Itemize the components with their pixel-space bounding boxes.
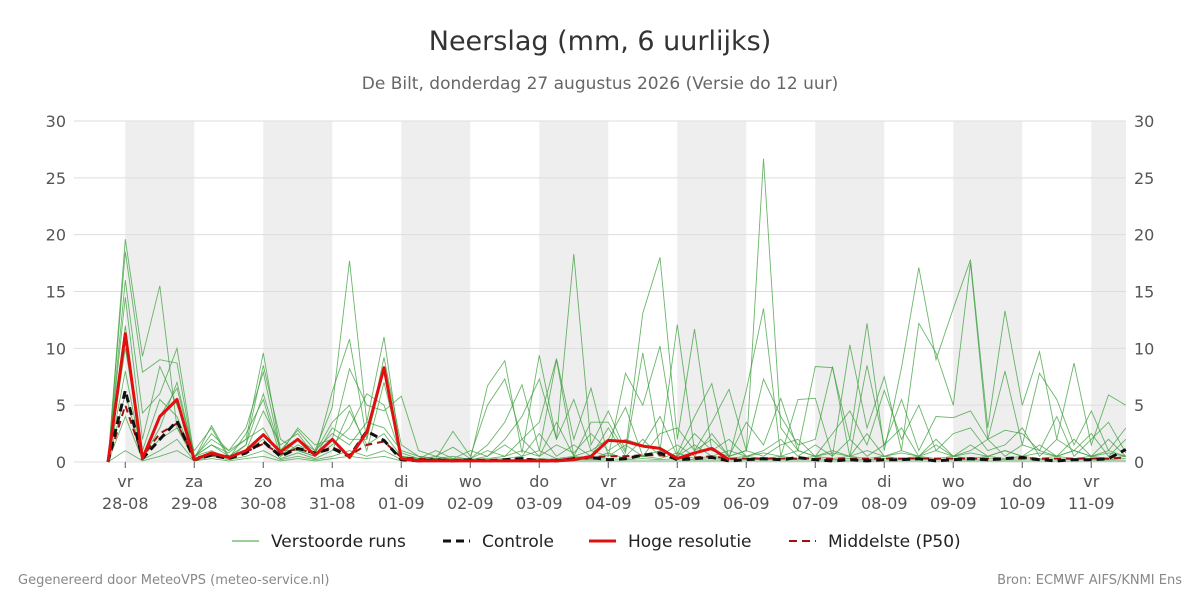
x-tick-date: 10-09 [999, 494, 1046, 513]
legend-label: Verstoorde runs [271, 532, 406, 552]
y-tick-label-right: 15 [1134, 283, 1154, 302]
y-axis-right: 0 5 10 15 20 25 30 [1134, 112, 1154, 472]
footer-generator: Gegenereerd door MeteoVPS (meteo-service… [18, 573, 330, 588]
y-tick-label-right: 5 [1134, 396, 1144, 415]
x-tick-day: za [185, 472, 203, 491]
x-tick-date: 03-09 [516, 494, 563, 513]
x-tick-date: 01-09 [378, 494, 425, 513]
y-tick-label-left: 25 [46, 169, 66, 188]
x-tick-day: do [1012, 472, 1032, 491]
y-tick-label-right: 30 [1134, 112, 1154, 131]
x-tick-day: ma [320, 472, 345, 491]
legend-label: Controle [482, 532, 554, 552]
gridlines [74, 120, 1126, 463]
chart-subtitle: De Bilt, donderdag 27 augustus 2026 (Ver… [362, 74, 839, 94]
legend: Verstoorde runs Controle Hoge resolutie Mid… [232, 532, 961, 552]
x-tick-date: 30-08 [240, 494, 287, 513]
x-tick-date: 07-09 [792, 494, 839, 513]
x-tick-day: za [668, 472, 686, 491]
x-tick-day: wo [942, 472, 965, 491]
x-tick-day: vr [600, 472, 616, 491]
y-tick-label-left: 10 [46, 339, 66, 358]
ensemble-member-line [107, 370, 1126, 463]
chart-title: Neerslag (mm, 6 uurlijks) [429, 26, 771, 57]
x-tick-day: vr [117, 472, 133, 491]
x-tick-date: 29-08 [171, 494, 218, 513]
main-series [106, 332, 1127, 463]
legend-label: Middelste (P50) [828, 532, 961, 552]
ensemble-member-line [107, 251, 1127, 463]
x-tick-date: 28-08 [102, 494, 149, 513]
y-tick-label-left: 15 [46, 283, 66, 302]
y-tick-label-left: 30 [46, 112, 66, 131]
y-tick-label-right: 25 [1134, 169, 1154, 188]
y-tick-label-left: 0 [56, 453, 66, 472]
x-tick-day: zo [737, 472, 755, 491]
x-tick-day: vr [1083, 472, 1099, 491]
y-tick-label-right: 10 [1134, 339, 1154, 358]
y-tick-label-right: 20 [1134, 226, 1154, 245]
x-tick-date: 05-09 [654, 494, 701, 513]
x-tick-date: 11-09 [1068, 494, 1115, 513]
legend-label: Hoge resolutie [628, 532, 752, 552]
x-axis: vr 28-08 za 29-08 zo 30-08 ma 31-08 di 01-09 wo 02-… [102, 462, 1115, 513]
series-line-controle [106, 388, 1127, 463]
y-tick-label-left: 5 [56, 396, 66, 415]
x-tick-day: ma [803, 472, 828, 491]
ensemble-member-line [107, 297, 1127, 463]
x-tick-day: zo [254, 472, 272, 491]
x-tick-date: 06-09 [723, 494, 770, 513]
x-tick-day: di [877, 472, 892, 491]
y-axis-left: 0 5 10 15 20 25 30 [46, 112, 66, 472]
x-tick-day: wo [459, 472, 482, 491]
x-tick-date: 09-09 [930, 494, 977, 513]
y-tick-label-left: 20 [46, 226, 66, 245]
x-tick-date: 31-08 [309, 494, 356, 513]
x-tick-date: 02-09 [447, 494, 494, 513]
footer-source: Bron: ECMWF AIFS/KNMI Ens [997, 573, 1182, 588]
x-tick-day: di [394, 472, 409, 491]
ensemble-member-line [107, 158, 1127, 463]
x-tick-date: 04-09 [585, 494, 632, 513]
y-tick-label-right: 0 [1134, 453, 1144, 472]
x-tick-day: do [529, 472, 549, 491]
x-tick-date: 08-09 [861, 494, 908, 513]
series-line-hoge-resolutie [106, 332, 730, 463]
